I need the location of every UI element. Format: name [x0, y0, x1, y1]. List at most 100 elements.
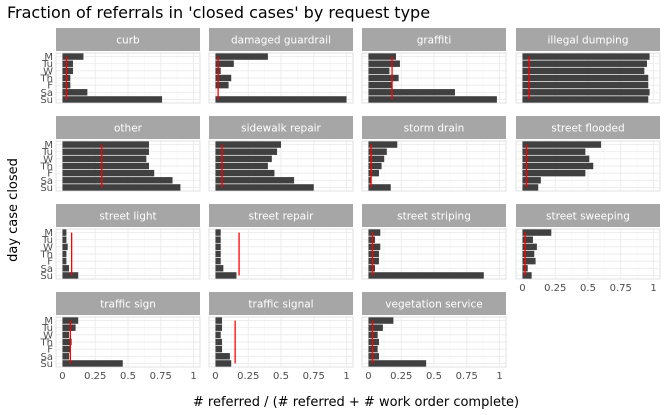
bar: [368, 272, 483, 278]
bar: [215, 251, 220, 257]
chart-title: Fraction of referrals in 'closed cases' …: [7, 3, 430, 22]
facet-panel: traffic signal0 0.25 0.5 0.75 1: [209, 292, 353, 382]
facet-strip-label: street repair: [249, 211, 315, 223]
bar: [215, 332, 220, 338]
bar: [368, 237, 375, 243]
y-tick-label: Su: [40, 359, 53, 370]
bar: [368, 75, 398, 81]
facet-panel: street sweeping 0 0.25 0.5 0.75 1: [516, 204, 660, 294]
bar: [62, 61, 72, 67]
facet-strip-label: graffiti: [417, 35, 452, 47]
x-tick-label: 0.25: [237, 371, 259, 382]
facet-strip-label: street light: [99, 211, 156, 223]
bar: [215, 339, 222, 345]
bar: [522, 141, 601, 147]
facet-strip-label: illegal dumping: [547, 35, 628, 47]
bar: [62, 272, 78, 278]
bar: [215, 272, 236, 278]
bar: [215, 177, 294, 183]
bar: [215, 53, 267, 59]
x-tick-label: 1: [190, 371, 196, 382]
x-tick-label: 0.25: [84, 371, 106, 382]
bar: [368, 68, 389, 74]
bar: [522, 89, 649, 95]
bar: [215, 258, 220, 264]
bar: [62, 156, 146, 162]
bar: [62, 170, 154, 176]
y-axis-title: day case closed: [6, 158, 21, 262]
bar: [215, 156, 271, 162]
bar: [522, 53, 649, 59]
y-tick-label: Su: [40, 183, 53, 194]
bar: [215, 149, 277, 155]
bar: [522, 156, 589, 162]
bar: [368, 96, 496, 102]
bar: [215, 184, 313, 190]
y-tick-label: Su: [40, 95, 53, 106]
bar: [522, 184, 538, 190]
facet-panel: storm drain: [362, 116, 506, 191]
bar: [368, 332, 377, 338]
facet-strip-label: vegetation service: [385, 299, 482, 311]
x-tick-label: 0.5: [273, 371, 289, 382]
bar: [368, 339, 378, 345]
x-tick-label: 0.75: [610, 283, 632, 294]
bar: [368, 251, 378, 257]
bar: [368, 258, 378, 264]
facet-panel: street repair: [209, 204, 353, 279]
bar: [215, 325, 222, 331]
x-tick-label: 1: [650, 283, 656, 294]
facet-panel: sidewalk repair: [209, 116, 353, 191]
x-tick-label: 0.5: [580, 283, 596, 294]
facet-strip-label: traffic signal: [248, 299, 313, 311]
x-tick-label: 0: [212, 371, 218, 382]
x-tick-label: 0: [365, 371, 371, 382]
facet-panel: street flooded: [516, 116, 660, 191]
facet-panel: illegal dumping: [516, 28, 660, 103]
bar: [215, 170, 274, 176]
x-tick-label: 1: [496, 371, 502, 382]
bar: [522, 61, 646, 67]
x-tick-label: 0.25: [544, 283, 566, 294]
bar: [368, 89, 454, 95]
bar: [368, 163, 381, 169]
bar: [522, 68, 644, 74]
bar: [522, 96, 648, 102]
facet-strip-label: other: [114, 123, 143, 135]
bar: [522, 149, 585, 155]
facet-strip-label: traffic sign: [100, 299, 156, 311]
bar: [62, 251, 66, 257]
bar: [62, 265, 69, 271]
facet-panel: street lightMTuWThFSaSu: [40, 204, 200, 282]
bar: [62, 332, 69, 338]
bar: [368, 265, 375, 271]
bar: [368, 61, 399, 67]
bar: [522, 272, 531, 278]
bar: [368, 360, 426, 366]
bar: [215, 96, 346, 102]
x-tick-label: 0.75: [150, 371, 172, 382]
facet-strip-label: street sweeping: [546, 211, 630, 223]
bar: [368, 141, 397, 147]
bar: [215, 346, 222, 352]
bar: [368, 353, 378, 359]
bar: [62, 325, 75, 331]
bar: [62, 244, 67, 250]
bar: [522, 170, 585, 176]
bar: [62, 177, 172, 183]
bar: [62, 149, 148, 155]
bar: [62, 360, 122, 366]
bar: [62, 353, 69, 359]
facet-strip-label: curb: [116, 35, 140, 47]
bar: [215, 163, 267, 169]
bar: [215, 229, 220, 235]
facet-strip-label: sidewalk repair: [241, 123, 321, 135]
x-axis-title: # referred / (# referred + # work order …: [193, 395, 519, 410]
bar: [522, 258, 535, 264]
bar: [62, 184, 180, 190]
bar: [368, 82, 392, 88]
bar: [215, 360, 231, 366]
